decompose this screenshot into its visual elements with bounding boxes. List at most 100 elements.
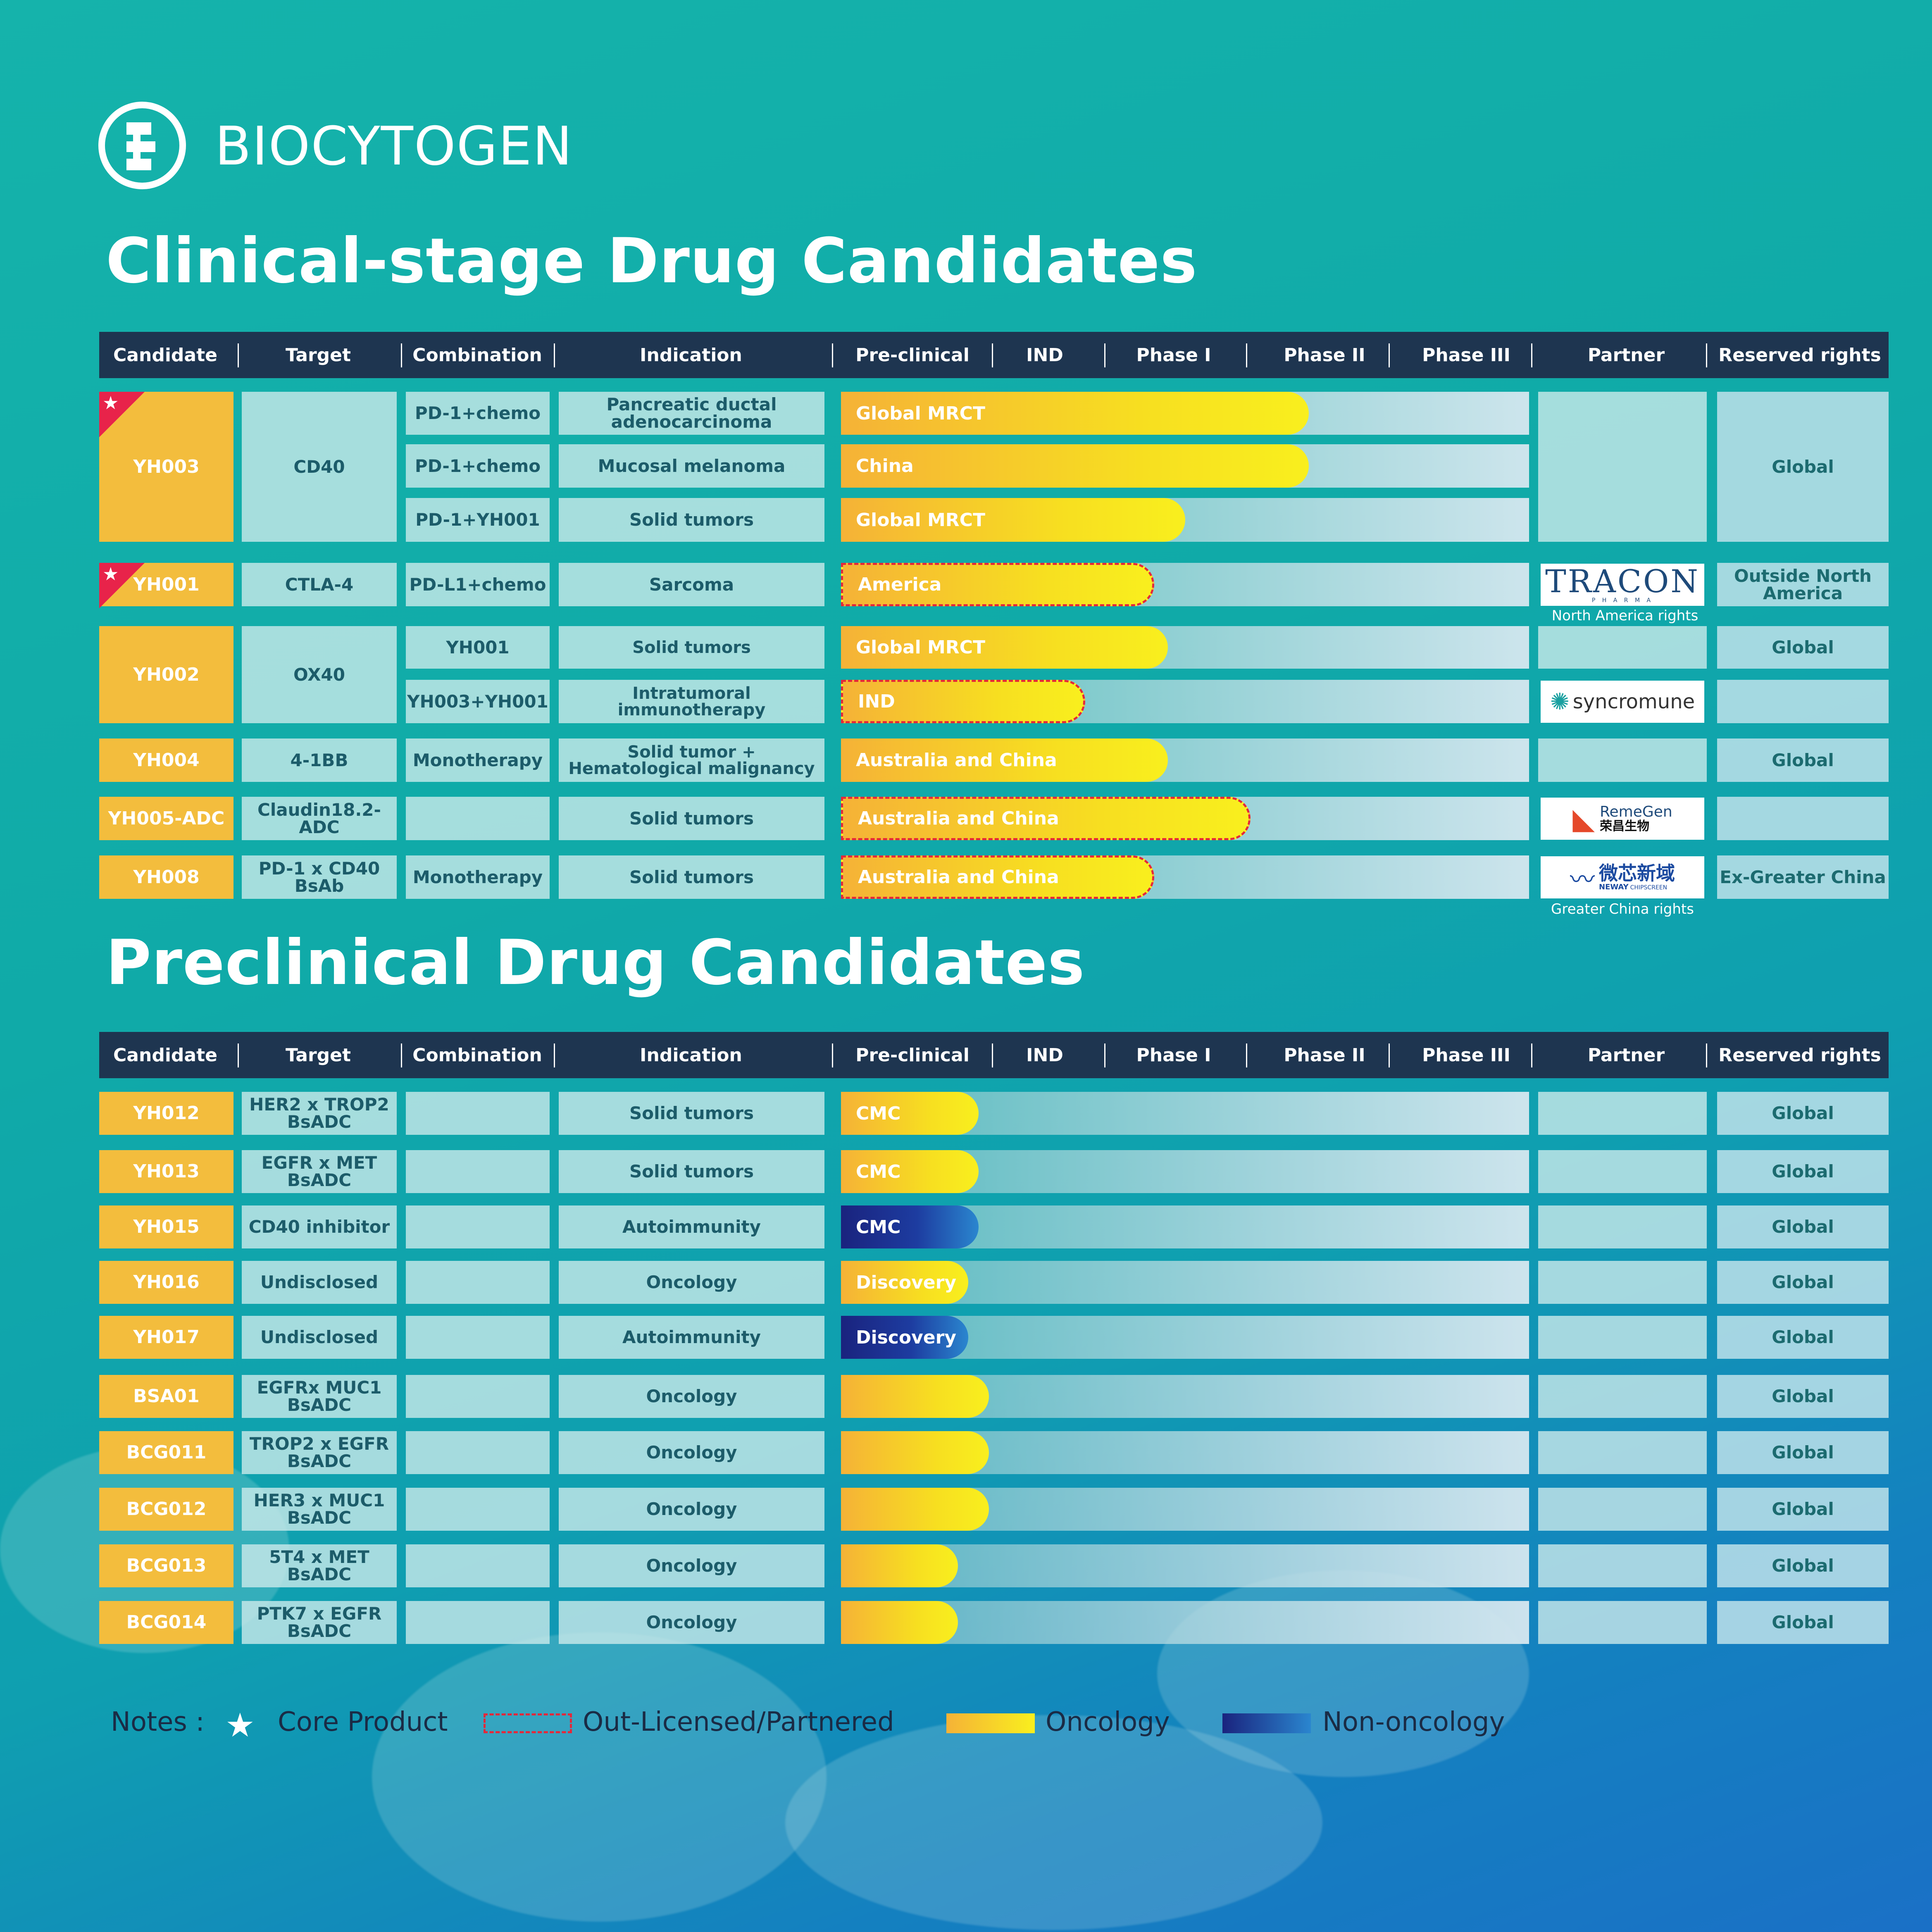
partner-bcg014: [1538, 1601, 1707, 1644]
target-yh004: 4-1BB: [242, 738, 397, 782]
partner-yh017: [1538, 1316, 1707, 1359]
target-yh008: PD-1 x CD40 BsAb: [242, 855, 397, 899]
partner-name-chipscreen: CHIPSCREEN: [1630, 884, 1668, 891]
pipeline-bar-yh003-2: Global MRCT: [841, 498, 1185, 542]
clinical-header-phase-ii: Phase II: [1284, 344, 1365, 366]
legend-oncology-swatch: [946, 1713, 1035, 1733]
combination-yh001: PD-L1+chemo: [406, 563, 550, 606]
preclinical-header-ind: IND: [1026, 1044, 1063, 1066]
rights-yh001: Outside North America: [1717, 563, 1889, 606]
legend-core-product: Core Product: [278, 1707, 448, 1737]
combination-yh013: [406, 1150, 550, 1193]
clinical-header-partner: Partner: [1587, 344, 1665, 366]
core-product-star-icon-corner: [99, 563, 145, 608]
pipeline-bar-bsa01: [841, 1375, 989, 1418]
clinical-header-combination: Combination: [412, 344, 542, 366]
rights-yh003: Global: [1717, 392, 1889, 542]
legend-non-oncology-swatch: [1222, 1713, 1311, 1733]
indication-yh004: Solid tumor + Hematological malignancy: [559, 738, 824, 782]
partner-yh004: [1538, 738, 1707, 782]
preclinical-header-combination: Combination: [412, 1044, 542, 1066]
partner-bcg012: [1538, 1488, 1707, 1531]
candidate-bcg013: BCG013: [99, 1544, 233, 1587]
legend-partnered-swatch: [484, 1713, 572, 1733]
clinical-section-title: Clinical-stage Drug Candidates: [106, 225, 1198, 297]
indication-yh001: Sarcoma: [559, 563, 824, 606]
partner-sub-tracon: P H A R M A: [1591, 597, 1653, 604]
rights-yh015: Global: [1717, 1205, 1889, 1248]
background-cell-cluster: [372, 1632, 827, 1922]
pipeline-bar-yh003-1: China: [841, 444, 1309, 488]
preclinical-header-divider: [1246, 1043, 1247, 1067]
target-yh002: OX40: [242, 626, 397, 723]
preclinical-header-divider: [1389, 1043, 1390, 1067]
pipeline-bar-bcg012: [841, 1488, 989, 1531]
notes-label: Notes :: [111, 1707, 205, 1737]
candidate-yh012: YH012: [99, 1092, 233, 1135]
preclinical-header-divider: [401, 1043, 402, 1067]
rights-yh016: Global: [1717, 1261, 1889, 1304]
clinical-header-divider: [1246, 343, 1247, 367]
background-cell-cluster: [785, 1715, 1322, 1930]
pipeline-bar-yh002-0: Global MRCT: [841, 626, 1168, 669]
partner-yh012: [1538, 1092, 1707, 1135]
combination-yh015: [406, 1205, 550, 1248]
preclinical-header-target: Target: [285, 1044, 351, 1066]
indication-yh002-0: Solid tumors: [559, 626, 824, 669]
combination-yh017: [406, 1316, 550, 1359]
legend-non-oncology: Non-oncology: [1322, 1707, 1505, 1737]
partner-bcg011: [1538, 1431, 1707, 1474]
preclinical-header-divider: [1104, 1043, 1105, 1067]
core-product-star-icon: ★: [225, 1706, 255, 1744]
chipscreen-en-row: NEWAY CHIPSCREEN: [1599, 882, 1675, 891]
preclinical-header-divider: [1531, 1043, 1532, 1067]
pipeline-bar-yh008: Australia and China: [841, 855, 1154, 899]
indication-yh008: Solid tumors: [559, 855, 824, 899]
preclinical-header-candidate: Candidate: [113, 1044, 217, 1066]
preclinical-header-divider: [832, 1043, 833, 1067]
pipeline-bar-yh004: Australia and China: [841, 738, 1168, 782]
indication-yh003-0: Pancreatic ductal adenocarcinoma: [559, 392, 824, 435]
indication-bsa01: Oncology: [559, 1375, 824, 1418]
rights-yh012: Global: [1717, 1092, 1889, 1135]
candidate-yh005-adc: YH005-ADC: [99, 797, 233, 840]
partner-logo-chipscreen: 〰微芯新域 NEWAY CHIPSCREEN: [1541, 856, 1704, 898]
clinical-header-phase-iii: Phase III: [1422, 344, 1510, 366]
combination-bcg012: [406, 1488, 550, 1531]
combination-yh002-1: YH003+YH001: [406, 680, 550, 723]
indication-yh013: Solid tumors: [559, 1150, 824, 1193]
rights-bcg013: Global: [1717, 1544, 1889, 1587]
partner-name-remegen: RemeGen: [1600, 803, 1672, 821]
clinical-header-divider: [1531, 343, 1532, 367]
indication-yh012: Solid tumors: [559, 1092, 824, 1135]
clinical-table-header: [99, 332, 1889, 378]
biocytogen-logo-icon: [98, 102, 186, 189]
combination-yh005-adc: [406, 797, 550, 840]
clinical-header-divider: [238, 343, 239, 367]
candidate-bcg011: BCG011: [99, 1431, 233, 1474]
partner-note-chipscreen: Greater China rights: [1551, 901, 1694, 917]
target-yh013: EGFR x MET BsADC: [242, 1150, 397, 1193]
candidate-yh008: YH008: [99, 855, 233, 899]
rights-yh013: Global: [1717, 1150, 1889, 1193]
target-yh001: CTLA-4: [242, 563, 397, 606]
preclinical-header-phase-i: Phase I: [1136, 1044, 1211, 1066]
partner-name-neway: NEWAY: [1599, 882, 1629, 891]
indication-bcg011: Oncology: [559, 1431, 824, 1474]
partner-yh002-0: [1538, 626, 1707, 669]
target-yh017: Undisclosed: [242, 1316, 397, 1359]
indication-bcg014: Oncology: [559, 1601, 824, 1644]
preclinical-header-divider: [1706, 1043, 1707, 1067]
core-product-star-icon-corner: [99, 392, 145, 437]
partner-name-chipscreen-cn: 微芯新域: [1599, 862, 1675, 885]
combination-yh012: [406, 1092, 550, 1135]
clinical-header-pre-clinical: Pre-clinical: [855, 344, 970, 366]
pipeline-bar-bcg013: [841, 1544, 958, 1587]
indication-yh016: Oncology: [559, 1261, 824, 1304]
candidate-yh002: YH002: [99, 626, 233, 723]
remegen-text: RemeGen 荣昌生物: [1600, 804, 1672, 833]
clinical-header-reserved-rights: Reserved rights: [1718, 344, 1881, 366]
core-product-star-icon: ★: [102, 393, 119, 414]
rights-yh002-0: Global: [1717, 626, 1889, 669]
combination-yh004: Monotherapy: [406, 738, 550, 782]
